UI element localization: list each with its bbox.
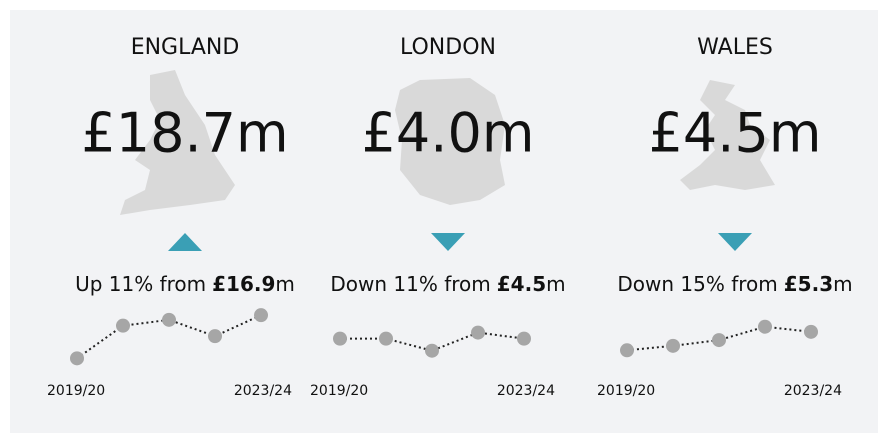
unit: m	[546, 272, 565, 296]
year-label: 2019/20	[47, 383, 105, 399]
sparkline	[626, 325, 812, 352]
unit: m	[833, 272, 852, 296]
amount: £4.0m	[362, 102, 535, 165]
data-point	[517, 331, 531, 346]
year-label: 2019/20	[310, 383, 368, 399]
data-point	[620, 343, 634, 358]
data-point	[254, 308, 268, 323]
wales-map	[680, 80, 775, 190]
previous-value: £4.5	[497, 272, 546, 296]
data-point	[712, 333, 726, 348]
trend-arrow	[718, 233, 752, 251]
data-point	[116, 318, 130, 333]
data-point	[333, 331, 347, 346]
previous-value: £5.3	[784, 272, 833, 296]
change-label: Down 15% from	[617, 272, 777, 296]
amount: £4.5m	[649, 102, 822, 165]
data-point	[162, 312, 176, 327]
england-map	[120, 70, 235, 215]
previous-value: £16.9	[212, 272, 275, 296]
region-name: ENGLAND	[131, 35, 240, 60]
data-point	[471, 325, 485, 340]
year-label: 2023/24	[234, 383, 292, 399]
data-point	[666, 338, 680, 353]
trend-arrow	[431, 233, 465, 251]
region-name: LONDON	[400, 35, 496, 60]
data-point	[379, 331, 393, 346]
sparkline	[340, 331, 525, 352]
change-label: Up 11% from	[75, 272, 206, 296]
trend-arrow	[168, 233, 202, 251]
year-label: 2019/20	[597, 383, 655, 399]
data-point	[804, 324, 818, 339]
change-text: Up 11% from £16.9m	[75, 272, 295, 296]
data-point	[208, 329, 222, 344]
change-text: Down 15% from £5.3m	[617, 272, 852, 296]
london-map	[395, 78, 505, 205]
unit: m	[275, 272, 294, 296]
data-point	[758, 319, 772, 334]
region-name: WALES	[697, 35, 773, 60]
amount: £18.7m	[81, 102, 288, 165]
change-label: Down 11% from	[330, 272, 490, 296]
background	[10, 10, 878, 433]
year-label: 2023/24	[784, 383, 842, 399]
change-text: Down 11% from £4.5m	[330, 272, 565, 296]
data-point	[425, 343, 439, 358]
data-point	[70, 351, 84, 366]
year-label: 2023/24	[497, 383, 555, 399]
